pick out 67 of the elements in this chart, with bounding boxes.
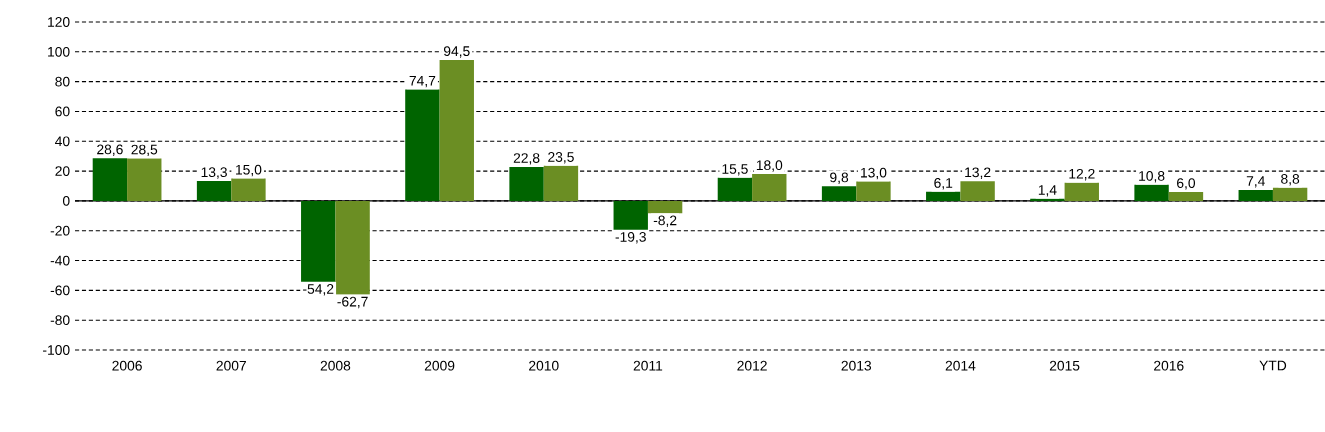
y-tick-label: 40 [55,136,70,147]
data-label: 13,2 [965,167,991,179]
bar [1064,182,1099,201]
bar [127,158,162,201]
bar [1238,189,1273,201]
y-tick-label: -80 [50,315,70,326]
bar [543,165,579,201]
x-tick-label: 2014 [945,360,976,371]
bar [1030,198,1065,201]
x-tick-label: 2015 [1049,360,1080,371]
x-tick-label: 2013 [841,360,872,371]
x-tick-label: 2008 [320,360,351,371]
data-label: 1,4 [1038,185,1057,197]
data-label: 18,0 [756,160,783,172]
y-tick-label: 100 [48,46,70,57]
bar [335,200,370,295]
y-tick-label: 20 [55,166,70,176]
x-tick-label: 2016 [1154,360,1184,371]
data-label: 6,0 [1177,178,1196,190]
y-tick-label: 60 [55,106,70,117]
data-label: -62,7 [337,296,368,309]
data-label: 7,4 [1246,176,1265,188]
bar [613,200,648,230]
data-label: 10,8 [1139,171,1165,183]
data-label: 8,8 [1281,174,1300,186]
data-label: 12,2 [1069,168,1095,181]
y-tick-label: -20 [50,225,70,236]
x-tick-label: YTD [1259,360,1287,371]
data-label: 13,0 [861,167,887,180]
y-tick-label: -60 [50,285,70,296]
y-tick-label: 120 [48,17,70,27]
data-label: -19,3 [615,232,646,244]
x-tick-label: 2012 [737,360,767,371]
data-label: -54,2 [303,284,334,296]
y-tick-label: -100 [43,345,70,355]
data-label: 9,8 [830,172,849,184]
bar [821,186,857,201]
data-label: -8,2 [653,215,677,227]
bar [439,60,474,201]
x-tick-label: 2007 [216,360,246,371]
data-label: 15,5 [722,164,748,176]
data-label: 74,7 [409,75,436,88]
bar [301,200,336,282]
bar [509,166,544,201]
y-tick-label: 80 [55,76,70,87]
bar [647,200,683,214]
x-tick-label: 2009 [424,360,455,371]
bar [926,191,961,201]
data-label: 23,5 [548,152,574,164]
bar [196,181,232,201]
data-label: 28,5 [131,144,158,157]
bar [92,158,128,201]
data-label: 15,0 [236,164,262,177]
bar [960,181,995,201]
data-label: 22,8 [513,153,540,165]
bar [1168,191,1204,201]
x-tick-label: 2010 [529,360,559,371]
x-tick-label: 2011 [633,360,663,371]
x-tick-label: 2006 [112,360,142,371]
y-tick-label: -40 [50,255,70,266]
bar [1134,184,1169,201]
y-tick-label: 0 [62,196,70,206]
data-label: 13,3 [201,167,227,179]
data-label: 28,6 [97,144,123,156]
data-label: 94,5 [443,46,470,58]
data-label: 6,1 [934,178,953,190]
bar [1272,187,1308,201]
